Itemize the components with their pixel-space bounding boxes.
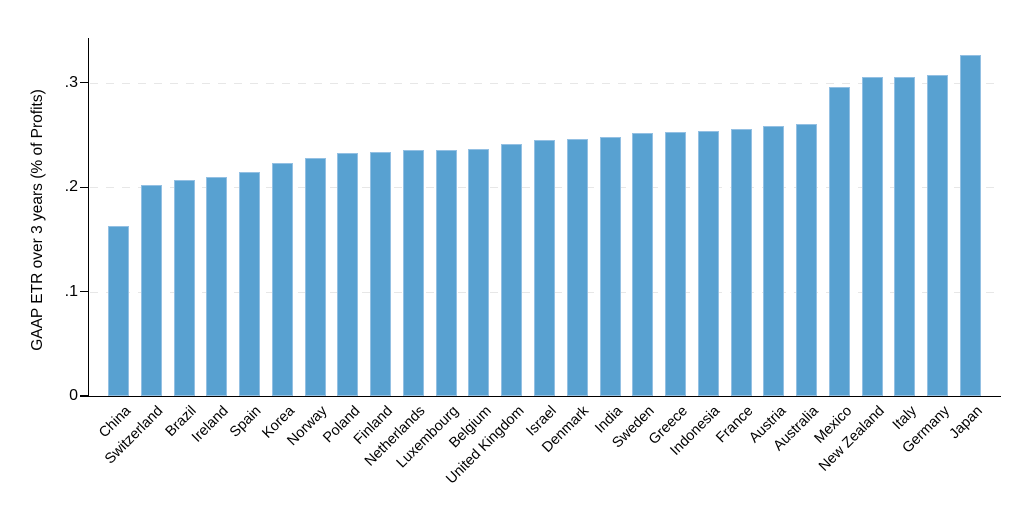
bar-luxembourg (435, 149, 457, 396)
y-axis-line (88, 38, 90, 396)
x-label-france: France (713, 403, 757, 447)
y-tick-mark-0 (80, 395, 88, 397)
bar-australia (796, 123, 818, 396)
bar-greece (665, 131, 687, 396)
bar-norway (304, 157, 326, 396)
bar-austria (763, 125, 785, 396)
bar-ireland (206, 176, 228, 396)
x-label-spain: Spain (227, 403, 265, 441)
x-axis-line (88, 396, 1001, 398)
y-tick-mark-.1 (80, 290, 88, 293)
bar-korea (271, 163, 293, 396)
bar-switzerland (140, 185, 162, 396)
bar-finland (370, 151, 392, 396)
y-tick-mark-.3 (80, 82, 88, 84)
bar-indonesia (697, 130, 719, 396)
bar-japan (960, 54, 982, 396)
bar-denmark (566, 139, 588, 396)
gridline-0.3 (90, 82, 1001, 84)
bar-france (730, 128, 752, 396)
bar-brazil (173, 179, 195, 396)
bar-india (599, 137, 621, 396)
bar-italy (894, 76, 916, 396)
bar-sweden (632, 132, 654, 396)
bar-israel (534, 140, 555, 396)
bar-germany (927, 75, 949, 396)
y-tick-mark-.2 (80, 186, 88, 188)
y-tick-label-.3: .3 (64, 73, 78, 91)
y-tick-label-.1: .1 (64, 282, 78, 300)
bar-netherlands (402, 149, 424, 396)
x-label-ireland: Ireland (189, 403, 233, 446)
y-tick-label-0: 0 (69, 387, 78, 404)
bar-china (108, 225, 129, 396)
y-tick-label-.2: .2 (64, 178, 78, 196)
bar-belgium (468, 148, 490, 396)
bar-spain (239, 171, 261, 396)
y-axis-title: GAAP ETR over 3 years (% of Profits) (29, 89, 46, 351)
x-label-japan: Japan (946, 403, 986, 443)
bar-new-zealand (861, 76, 883, 396)
bar-poland (337, 152, 359, 396)
bar-united-kingdom (501, 144, 523, 396)
bar-mexico (828, 86, 850, 396)
